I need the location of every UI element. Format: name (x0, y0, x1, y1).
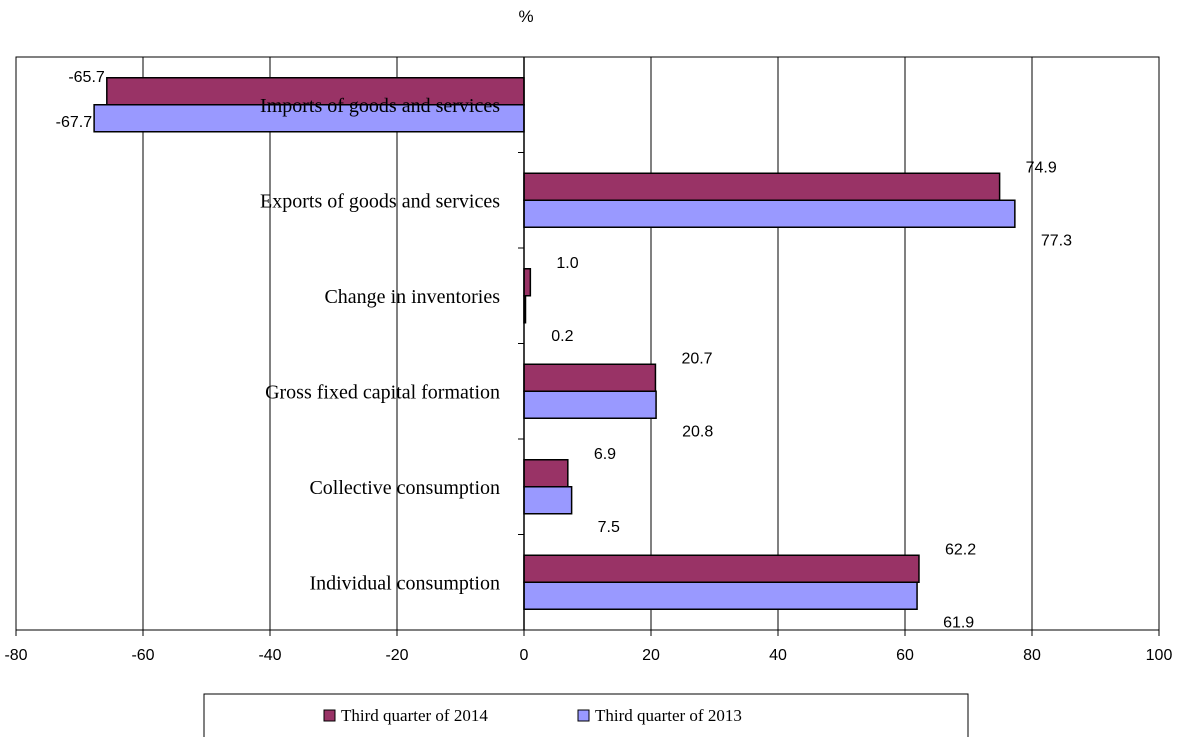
data-label: -67.7 (56, 114, 93, 131)
bars (93, 77, 1016, 610)
plot-area (15, 56, 1160, 631)
category-label: Change in inventories (324, 286, 500, 308)
legend-label: Third quarter of 2014 (341, 706, 488, 725)
category-labels: Individual consumption Collective consump… (260, 95, 500, 595)
bar-2013 (523, 390, 657, 419)
data-label: 62.2 (945, 541, 976, 558)
legend: Third quarter of 2014 Third quarter of 20… (203, 693, 969, 737)
category-label: Imports of goods and services (260, 95, 500, 117)
data-label: 61.9 (943, 614, 974, 631)
data-label: 74.9 (1026, 159, 1057, 176)
x-tick-label: 100 (1146, 647, 1173, 664)
category-label: Collective consumption (309, 477, 500, 499)
gridlines (142, 57, 1033, 630)
data-label: 20.8 (682, 423, 713, 440)
data-label: 1.0 (556, 255, 578, 272)
bar-2013 (523, 581, 918, 610)
category-label: Individual consumption (309, 572, 500, 594)
bar-2014 (523, 459, 569, 488)
data-label: 20.7 (681, 350, 712, 367)
x-tick-label: -20 (385, 647, 408, 664)
bar-2014 (523, 268, 532, 297)
bar-2014 (523, 172, 1001, 201)
data-label: -65.7 (68, 69, 105, 86)
bar-2013 (523, 486, 573, 515)
legend-label: Third quarter of 2013 (595, 706, 742, 725)
x-tick-label: -60 (131, 647, 154, 664)
bar-2013 (93, 104, 525, 133)
category-label: Gross fixed capital formation (265, 381, 500, 403)
x-tick-label: 80 (1023, 647, 1041, 664)
x-tick-labels: -80 -60 -40 -20 0 20 40 60 80 100 (4, 647, 1172, 664)
axes (15, 56, 1160, 636)
bar-2014 (523, 363, 657, 392)
unit-label: % (518, 7, 533, 26)
x-tick-label: 20 (642, 647, 660, 664)
category-label: Exports of goods and services (260, 190, 500, 212)
bar-2014 (523, 554, 920, 583)
legend-swatch (577, 709, 590, 722)
x-tick-label: -40 (258, 647, 281, 664)
data-labels: 62.2 61.9 6.9 7.5 20.7 20.8 1.0 0.2 74.9 77.3 -65.… (56, 69, 1072, 632)
data-label: 0.2 (551, 328, 573, 345)
legend-swatch (323, 709, 336, 722)
x-tick-label: 40 (769, 647, 787, 664)
x-tick-label: 60 (896, 647, 914, 664)
data-label: 7.5 (598, 519, 620, 536)
bar-2013 (523, 199, 1016, 228)
data-label: 77.3 (1041, 232, 1072, 249)
x-tick-label: -80 (4, 647, 27, 664)
x-tick-label: 0 (520, 647, 529, 664)
data-label: 6.9 (594, 446, 616, 463)
